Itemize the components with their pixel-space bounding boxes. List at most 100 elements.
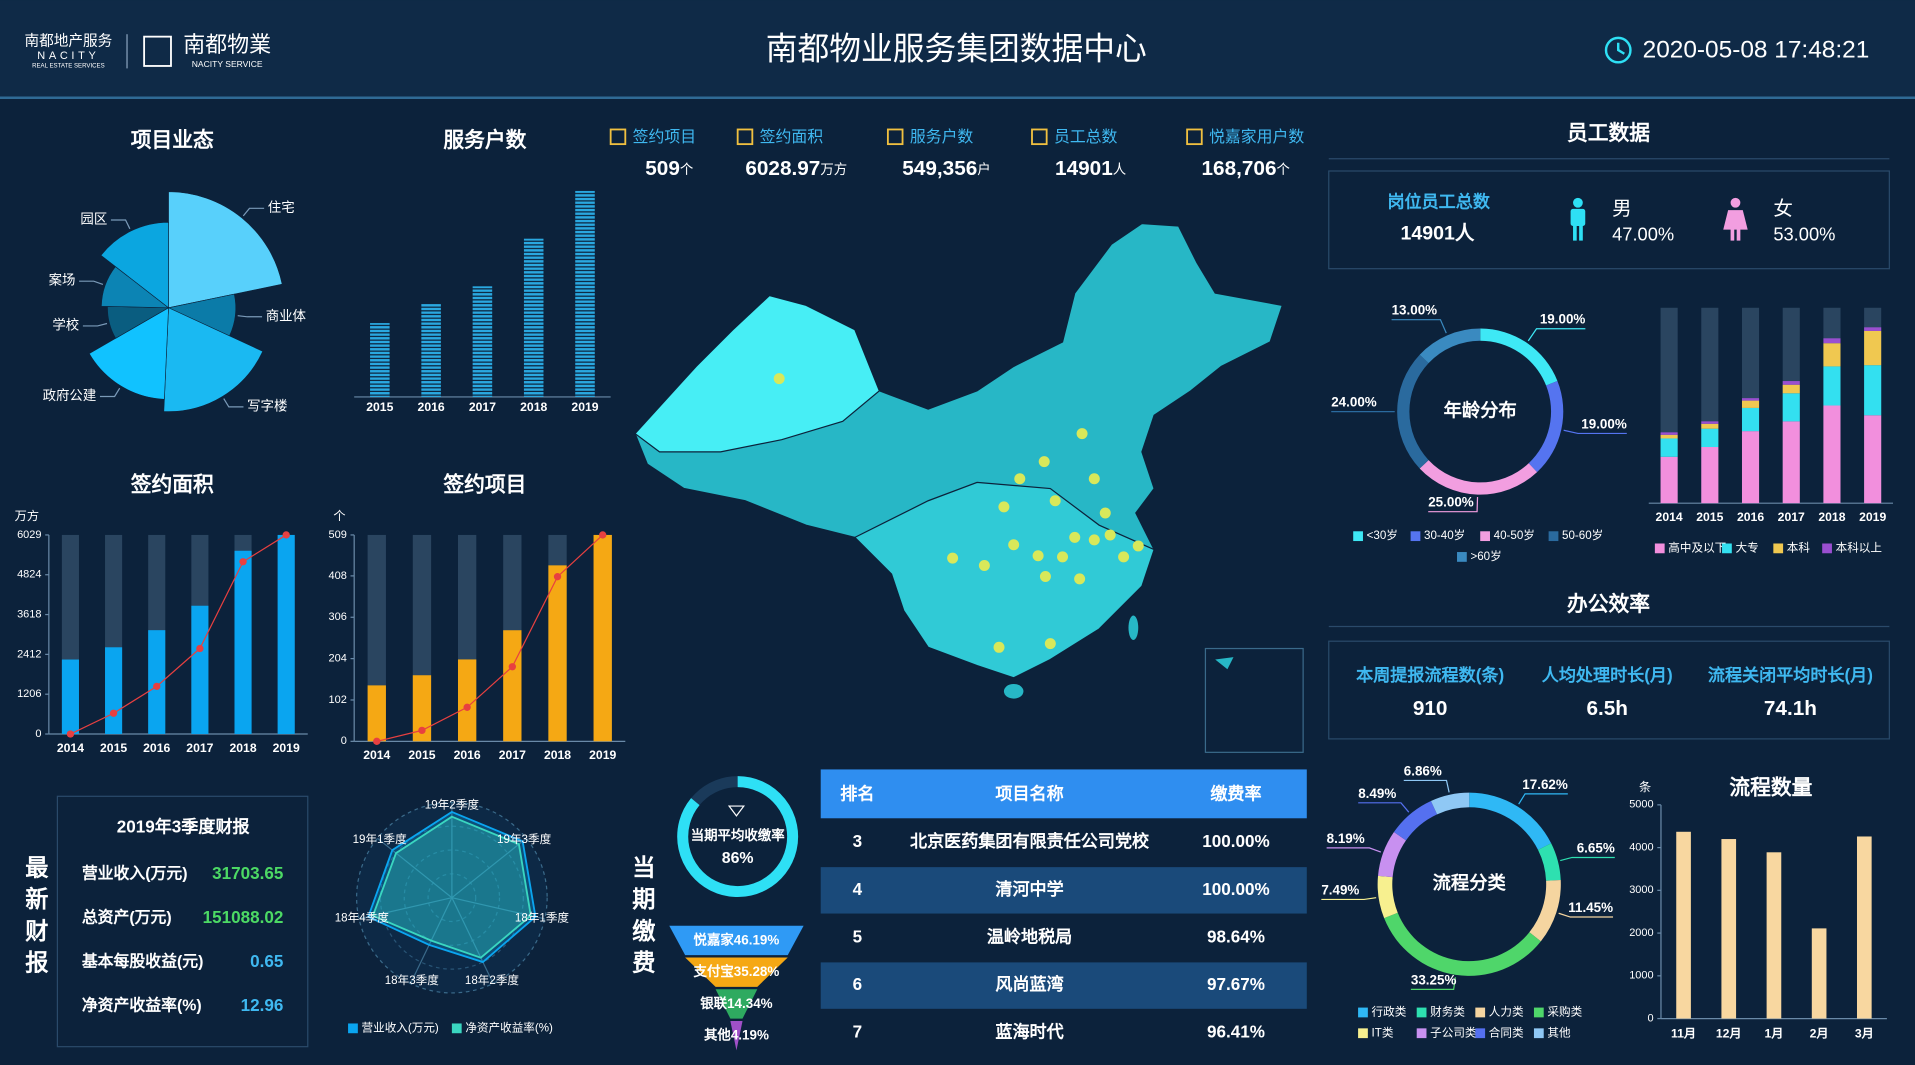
funnel-label: 支付宝35.28% [693,963,780,979]
table-cell: 3 [853,832,862,851]
kpi-icon [609,128,627,146]
value-label: 8.49% [1358,786,1396,801]
finance-label: 总资产(万元) [82,908,172,927]
bar [593,534,612,742]
map-dots [773,373,1144,653]
logo-icon [143,35,172,67]
kpi-unit: 户 [977,160,990,176]
legend-label: 营业收入(万元) [362,1020,439,1034]
staff-value: 53.00% [1773,224,1835,245]
staff-value: 47.00% [1612,224,1674,245]
map-region [634,294,881,453]
value-label: 17.62% [1522,777,1568,792]
x-tick-label: 2月 [1810,1027,1829,1041]
pie-slice [1538,843,1561,881]
male-icon [1570,197,1586,241]
leader-line [242,207,265,217]
bar [1782,384,1800,394]
logo-text: 南都物業 [183,32,271,57]
y-tick-label: 204 [329,653,347,665]
kpi-label: 服务户数 [910,128,974,146]
y-tick-label: 2000 [1629,927,1653,939]
pie-slice [1378,832,1406,878]
bar [1721,839,1737,1019]
bar [1701,421,1719,424]
legend-swatch [1416,1007,1427,1018]
x-tick-label: 2016 [418,400,445,414]
gauge-icon [727,805,745,817]
line-point [599,531,607,539]
bar [1856,836,1872,1019]
legend-swatch [1416,1028,1427,1039]
legend-label: 高中及以下 [1668,540,1726,554]
legend-label: IT类 [1372,1025,1394,1039]
radar-indicator: 19年2季度 [425,797,480,811]
staff-panel [1328,170,1890,270]
y-axis-label: 万方 [15,508,39,523]
line-point [418,726,426,735]
bar [191,605,209,735]
line-point [373,737,381,746]
bar [1766,852,1782,1019]
kpi-unit: 个 [680,161,693,176]
leader-line [237,315,263,318]
y-tick-label: 408 [329,570,347,582]
bar [472,286,493,397]
pie-slice [1384,912,1541,976]
kpi-number: 14901 [1055,157,1113,180]
leader-line [1410,977,1457,990]
legend-swatch [1353,531,1363,542]
bar [1660,438,1678,457]
chart-title: 服务户数 [443,128,526,152]
bar [277,534,295,735]
bar [1660,432,1678,435]
leader-line [99,387,121,398]
legend-label: 50-60岁 [1562,528,1603,542]
table-cell: 北京医药集团有限责任公司党校 [910,831,1150,851]
bar [370,323,390,397]
finance-value: 151088.02 [203,908,284,927]
legend-label: 人力类 [1489,1005,1524,1019]
leader-line [1321,897,1377,901]
legend-swatch [1410,531,1421,542]
office-value: 6.5h [1586,697,1628,720]
bar [1823,405,1841,504]
legend-swatch [1654,543,1665,554]
leader-line [1326,847,1382,853]
pie-slice [163,307,264,412]
x-tick-label: 2015 [100,741,127,755]
bar [1782,421,1800,504]
bar [548,565,567,742]
bar [105,647,123,735]
logo-text: REAL ESTATE SERVICES [32,63,105,70]
legend-swatch [1533,1007,1544,1018]
logo-text: NACITY [37,50,99,62]
x-tick-label: 2019 [1859,510,1886,524]
kpi-icon [1186,128,1203,146]
bar [1811,928,1827,1019]
table-header [820,769,1307,819]
radar-spoke [377,837,453,899]
slice-label: 政府公建 [43,388,97,403]
leader-line [1391,319,1447,334]
bar [575,190,595,397]
radar-indicator: 19年3季度 [497,832,552,846]
value-label: 33.25% [1411,972,1457,987]
funnel-category: 支付宝 [693,963,734,979]
table-cell: 5 [853,927,863,946]
side-title: 最新财报 [22,855,49,982]
x-tick-label: 2016 [143,741,170,755]
slice-label: 商业体 [266,308,307,323]
gauge-title: 当期平均收缴率 [691,827,786,843]
value-label: 24.00% [1331,395,1377,410]
kpi-value: 168,706个 [1202,157,1290,180]
y-axis-label: 条 [1639,780,1651,794]
finance-panel [56,795,309,1048]
x-tick-label: 3月 [1855,1027,1874,1041]
funnel-value: 35.28% [734,964,780,979]
radar-indicator: 19年1季度 [353,832,408,846]
chart-title: 签约面积 [130,473,214,497]
legend-label: 30-40岁 [1424,528,1465,542]
